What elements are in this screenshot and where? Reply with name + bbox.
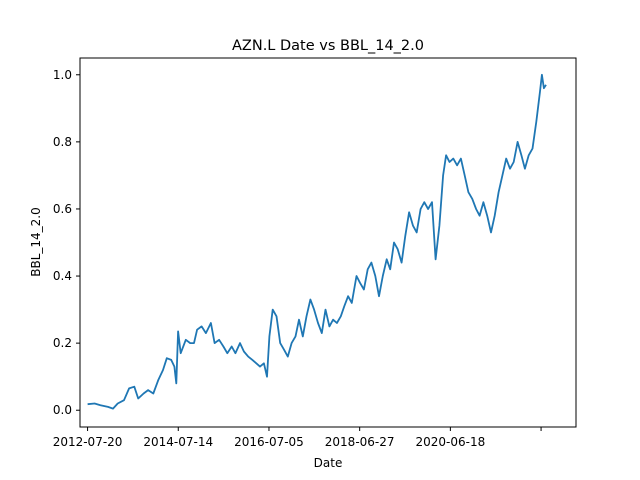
x-tick-label: 2018-06-27 <box>325 435 395 449</box>
series-line <box>87 73 547 410</box>
x-tick-label: 2016-07-05 <box>234 435 304 449</box>
y-tick-label: 0.4 <box>53 269 72 283</box>
x-tick-label: 2020-06-18 <box>415 435 485 449</box>
y-tick-label: 0.6 <box>53 202 72 216</box>
plot-area <box>79 57 577 428</box>
y-tick-label: 0.0 <box>53 403 72 417</box>
y-axis: 0.0 0.2 0.4 0.6 0.8 1.0 <box>53 68 80 417</box>
x-axis-label: Date <box>314 456 343 470</box>
x-tick-label: 2014-07-14 <box>143 435 213 449</box>
plot-frame <box>79 57 577 428</box>
y-tick-label: 0.2 <box>53 336 72 350</box>
y-tick-label: 0.8 <box>53 135 72 149</box>
x-tick-label: 2012-07-20 <box>53 435 123 449</box>
x-axis: 2012-07-20 2014-07-14 2016-07-05 2018-06-27… <box>53 427 542 449</box>
y-tick-label: 1.0 <box>53 68 72 82</box>
y-axis-label: BBL_14_2.0 <box>29 207 43 277</box>
chart-title: AZN.L Date vs BBL_14_2.0 <box>232 38 424 54</box>
